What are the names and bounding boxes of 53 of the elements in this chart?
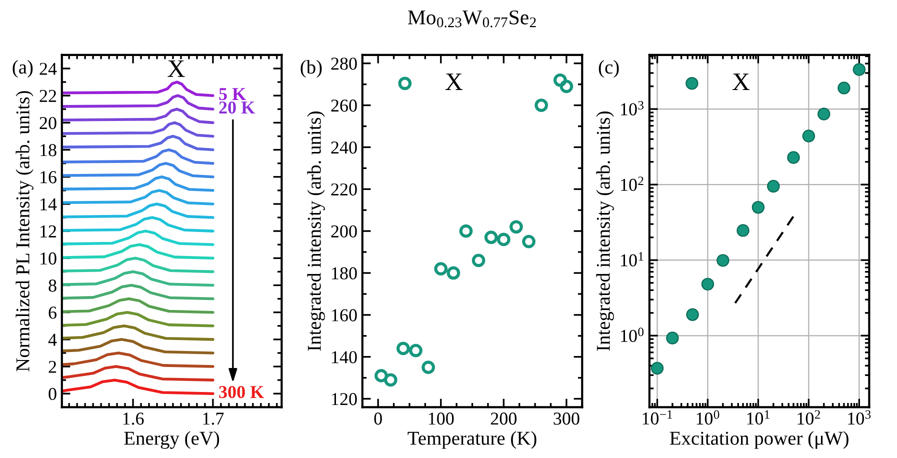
y-tick-label: 2 [48, 360, 56, 373]
x-axis-title: Energy (eV) [124, 431, 220, 449]
y-tick-label: 10$^{3}$ [621, 101, 644, 116]
y-tick-label: 160 [332, 309, 357, 322]
y-tick-label: 18 [40, 144, 56, 156]
x-tick-label: 10$^{1}$ [747, 410, 770, 425]
chart-title: Mo$_{0.23}$W$_{0.77}$Se$_{2}$ [408, 10, 536, 28]
series-label: 300 K [219, 386, 264, 398]
x-axis-title: Excitation power (μW) [670, 431, 848, 449]
y-tick-label: 24 [40, 62, 57, 75]
x-tick-label: 0 [374, 412, 382, 425]
series-label: 5 K [219, 88, 246, 100]
x-tick-label: 10$^{0}$ [696, 410, 720, 425]
series-label: 20 K [219, 101, 255, 114]
x-tick-label: 10$^{3}$ [848, 410, 871, 425]
x-tick-label: 1.6 [123, 412, 144, 425]
text: (b) [300, 60, 322, 78]
y-axis-title: Integrated intensity (arb. units) [307, 112, 325, 351]
y-tick-label: 220 [331, 183, 357, 196]
y-tick-label: 10$^{1}$ [621, 252, 644, 266]
y-tick-label: 280 [331, 58, 357, 70]
legend-label: X [732, 74, 750, 90]
y-tick-label: 140 [332, 351, 357, 364]
y-tick-label: 10 [40, 252, 56, 265]
y-tick-label: 6 [48, 306, 56, 319]
x-tick-label: 100 [428, 412, 454, 425]
text: (a) [12, 60, 33, 78]
y-tick-label: 14 [40, 198, 57, 210]
y-tick-label: 20 [40, 116, 56, 130]
y-tick-label: 180 [332, 267, 357, 280]
x-tick-label: 10$^{2}$ [798, 410, 820, 425]
y-axis-title: Normalized PL Intensity (arb. units) [16, 91, 34, 372]
y-tick-label: 10$^{2}$ [621, 176, 644, 191]
y-tick-label: 200 [331, 225, 357, 238]
y-tick-label: 12 [40, 225, 56, 238]
y-tick-label: 0 [48, 388, 56, 400]
y-tick-label: 8 [48, 280, 56, 292]
x-tick-label: 10$^{−1}$ [642, 410, 672, 425]
y-tick-label: 10$^{0}$ [621, 328, 644, 342]
legend-label: X [445, 74, 462, 90]
text: (c) [598, 60, 619, 78]
x-tick-label: 200 [490, 412, 517, 425]
y-tick-label: 4 [48, 334, 57, 346]
x-tick-label: 1.7 [203, 412, 224, 425]
x-tick-label: 300 [554, 412, 580, 425]
y-tick-label: 120 [332, 393, 357, 406]
y-axis-title: Integrated intensity (arb. units) [596, 112, 614, 351]
x-axis-title: Temperature (K) [408, 431, 536, 449]
annotation: X [168, 60, 185, 77]
y-tick-label: 22 [40, 90, 56, 102]
y-tick-label: 240 [331, 141, 357, 154]
y-tick-label: 16 [40, 171, 56, 184]
y-tick-label: 260 [331, 100, 357, 112]
